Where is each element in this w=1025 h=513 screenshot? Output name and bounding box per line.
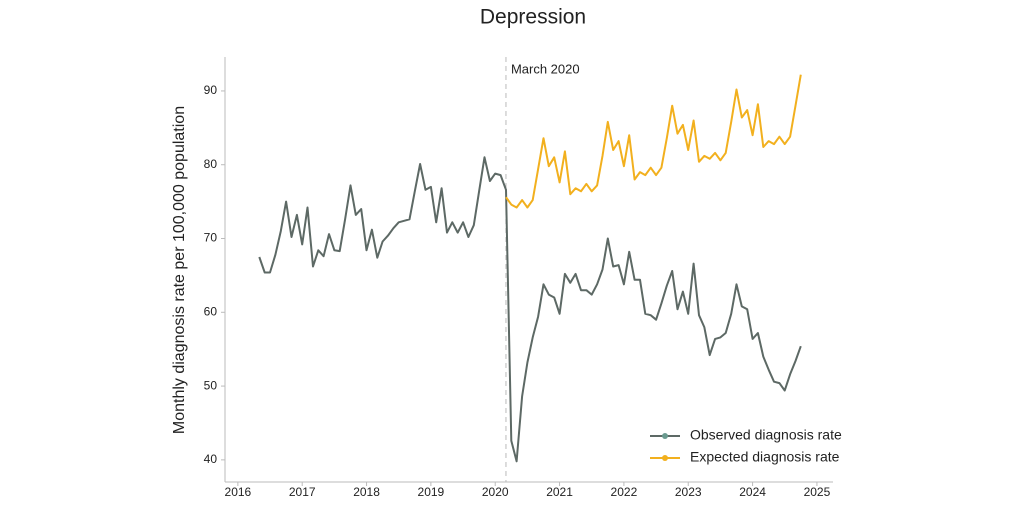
x-tick-label: 2018 [353, 485, 380, 499]
x-tick-label: 2020 [482, 485, 509, 499]
y-tick-label: 90 [204, 83, 218, 97]
x-tick-label: 2022 [611, 485, 638, 499]
legend-label: Expected diagnosis rate [690, 449, 840, 465]
y-tick-label: 80 [204, 157, 218, 171]
line [258, 156, 802, 463]
y-axis-label: Monthly diagnosis rate per 100,000 popul… [171, 106, 188, 434]
x-tick-label: 2016 [225, 485, 252, 499]
y-tick-label: 50 [204, 378, 218, 392]
x-tick-label: 2021 [546, 485, 573, 499]
x-tick-label: 2024 [739, 485, 766, 499]
legend-marker [662, 455, 668, 461]
y-tick-label: 40 [204, 452, 218, 466]
chart-title: Depression [480, 6, 586, 29]
legend-marker [662, 433, 668, 439]
x-tick-label: 2023 [675, 485, 702, 499]
y-tick-label: 60 [204, 304, 218, 318]
y-tick-label: 70 [204, 231, 218, 245]
x-tick-label: 2019 [418, 485, 445, 499]
x-tick-label: 2017 [289, 485, 316, 499]
x-tick-label: 2025 [804, 485, 831, 499]
annotation-label: March 2020 [511, 61, 580, 76]
line [505, 74, 802, 209]
legend-label: Observed diagnosis rate [690, 427, 842, 443]
